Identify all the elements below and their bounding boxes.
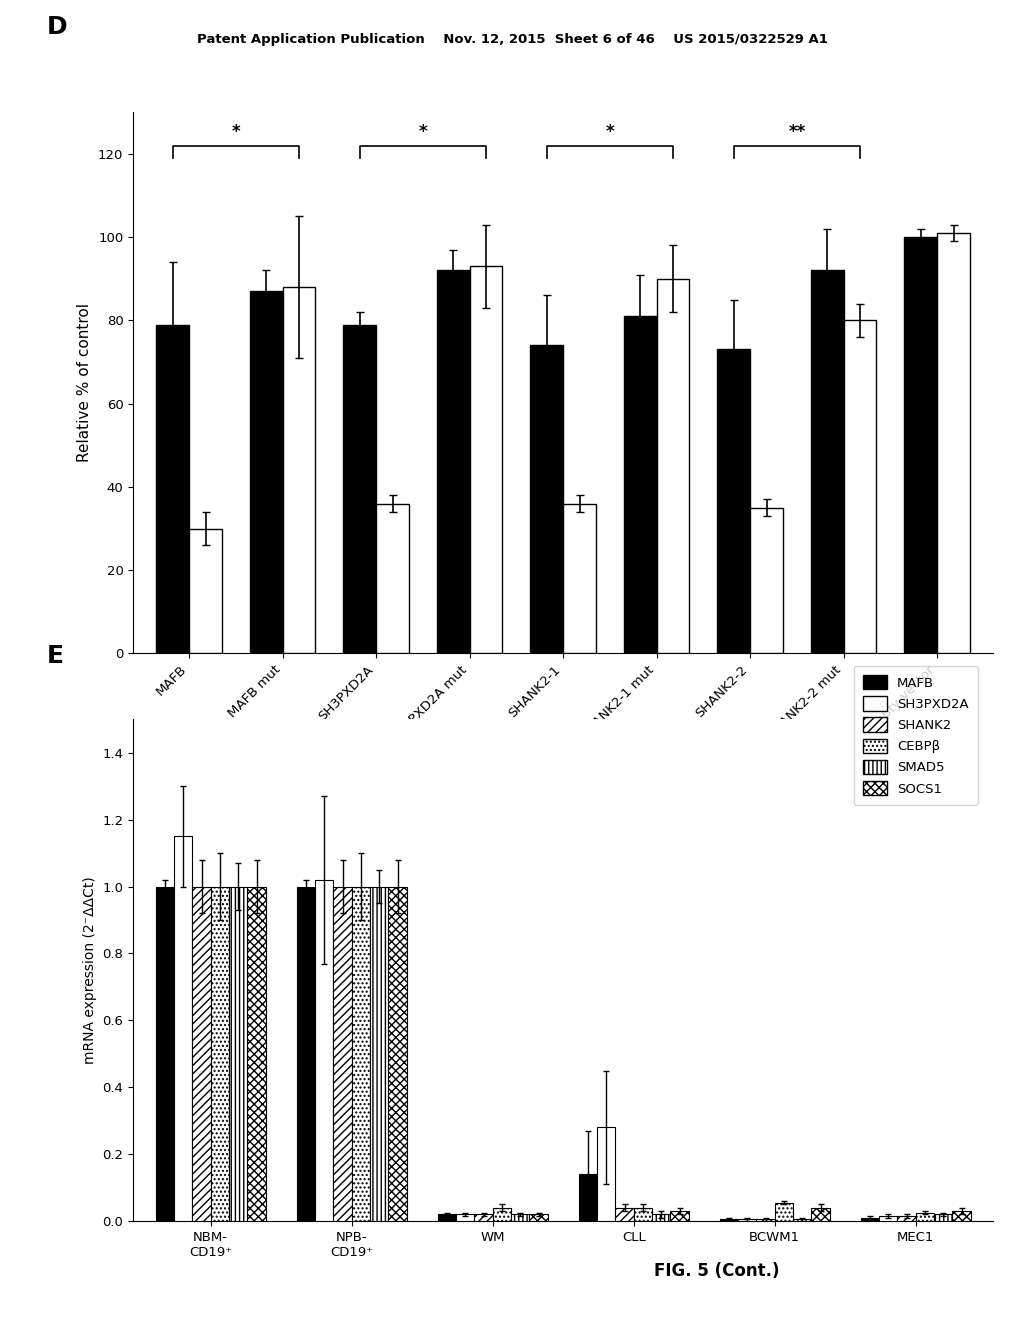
Bar: [437, 271, 470, 653]
Bar: [811, 271, 844, 653]
Bar: [720, 1220, 738, 1221]
Bar: [671, 1210, 689, 1221]
Bar: [174, 837, 193, 1221]
Text: FIG. 5 (Cont.): FIG. 5 (Cont.): [654, 1262, 779, 1280]
Bar: [904, 238, 937, 653]
Bar: [652, 1214, 671, 1221]
Y-axis label: Relative % of control: Relative % of control: [78, 304, 92, 462]
Bar: [897, 1216, 915, 1221]
Bar: [157, 325, 189, 653]
Bar: [844, 321, 877, 653]
Bar: [229, 887, 248, 1221]
Bar: [634, 1208, 652, 1221]
Text: *: *: [231, 123, 241, 141]
Y-axis label: mRNA expression (2⁻ΔΔCt): mRNA expression (2⁻ΔΔCt): [83, 876, 96, 1064]
Bar: [775, 1203, 793, 1221]
Bar: [879, 1216, 897, 1221]
Text: D: D: [47, 15, 68, 38]
Bar: [861, 1217, 879, 1221]
Bar: [718, 350, 751, 653]
Bar: [579, 1175, 597, 1221]
Bar: [474, 1214, 493, 1221]
Text: E: E: [47, 644, 65, 668]
Bar: [751, 508, 783, 653]
Bar: [343, 325, 376, 653]
Bar: [615, 1208, 634, 1221]
Bar: [624, 317, 656, 653]
Bar: [156, 887, 174, 1221]
Bar: [530, 346, 563, 653]
Bar: [388, 887, 407, 1221]
Bar: [511, 1214, 529, 1221]
Bar: [189, 528, 222, 653]
Text: *: *: [605, 123, 614, 141]
Text: **: **: [788, 123, 806, 141]
Bar: [757, 1220, 775, 1221]
Bar: [738, 1220, 757, 1221]
Bar: [470, 267, 503, 653]
Bar: [937, 232, 970, 653]
Legend: MAFB, SH3PXD2A, SHANK2, CEBPβ, SMAD5, SOCS1: MAFB, SH3PXD2A, SHANK2, CEBPβ, SMAD5, SO…: [854, 665, 978, 805]
Bar: [656, 279, 689, 653]
Bar: [334, 887, 351, 1221]
Bar: [563, 503, 596, 653]
Bar: [250, 292, 283, 653]
Bar: [248, 887, 265, 1221]
Bar: [315, 880, 334, 1221]
Bar: [793, 1220, 811, 1221]
Bar: [211, 887, 229, 1221]
Bar: [376, 503, 409, 653]
Bar: [456, 1214, 474, 1221]
Bar: [283, 286, 315, 653]
Bar: [437, 1214, 456, 1221]
Bar: [952, 1210, 971, 1221]
Text: *: *: [419, 123, 427, 141]
Bar: [597, 1127, 615, 1221]
Text: Patent Application Publication    Nov. 12, 2015  Sheet 6 of 46    US 2015/032252: Patent Application Publication Nov. 12, …: [197, 33, 827, 46]
Bar: [193, 887, 211, 1221]
Bar: [493, 1208, 511, 1221]
Bar: [934, 1214, 952, 1221]
Bar: [811, 1208, 829, 1221]
Bar: [351, 887, 370, 1221]
Bar: [915, 1213, 934, 1221]
Bar: [370, 887, 388, 1221]
Bar: [297, 887, 315, 1221]
Bar: [529, 1214, 548, 1221]
